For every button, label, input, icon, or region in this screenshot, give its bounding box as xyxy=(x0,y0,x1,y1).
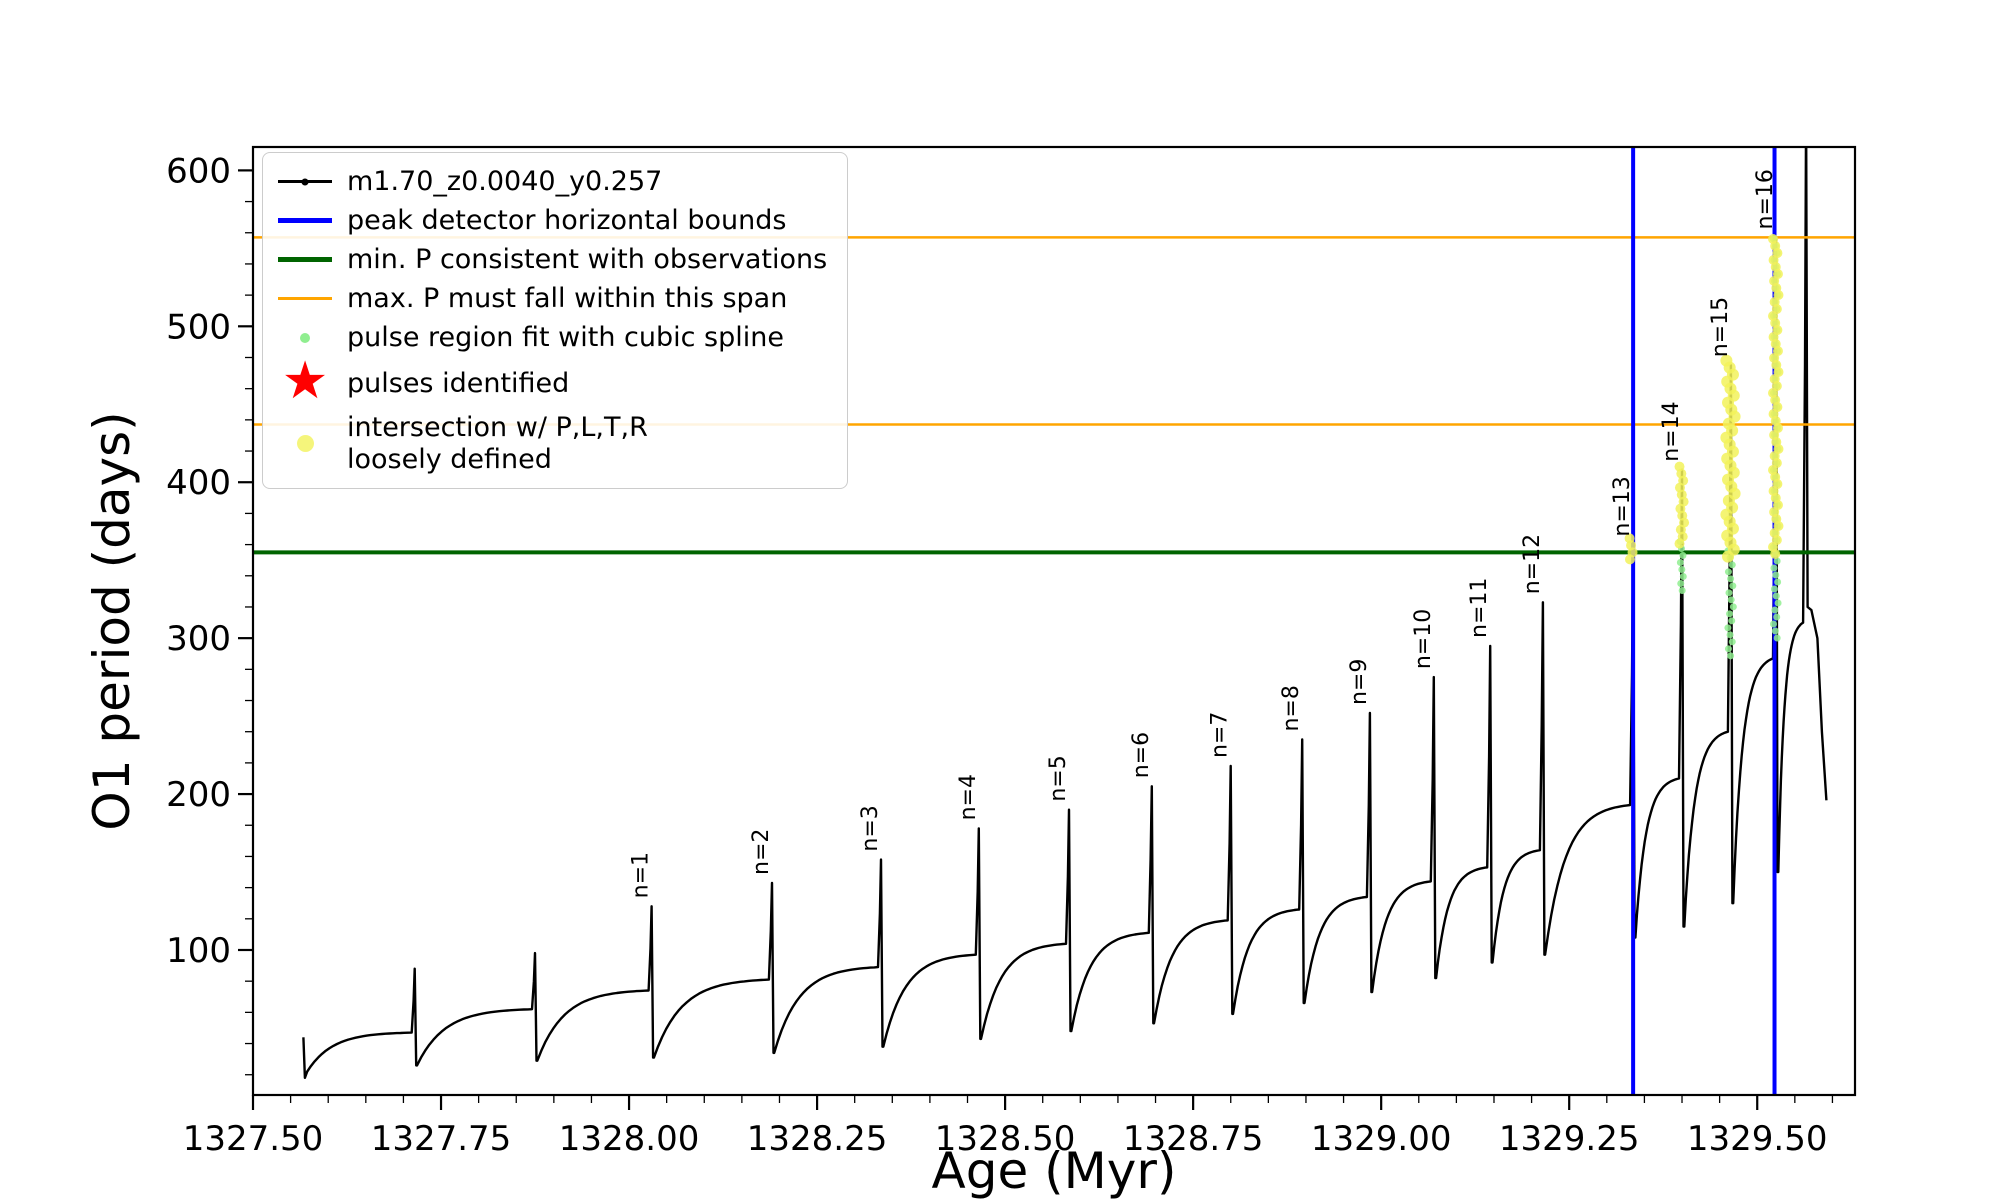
orange-line-icon xyxy=(275,297,335,300)
marker-column xyxy=(1724,547,1737,660)
pulse-label: n=14 xyxy=(1659,401,1684,461)
legend-item-spline: pulse region fit with cubic spline xyxy=(275,319,827,356)
pulse-label: n=16 xyxy=(1753,169,1778,229)
svg-text:100: 100 xyxy=(166,931,231,971)
legend-label: pulse region fit with cubic spline xyxy=(347,321,784,353)
pulse-label: n=13 xyxy=(1610,476,1635,536)
legend-item-peak-bounds: peak detector horizontal bounds xyxy=(275,202,827,239)
pulse-label: n=15 xyxy=(1708,297,1733,357)
marker-column xyxy=(1624,533,1638,565)
svg-text:1327.75: 1327.75 xyxy=(371,1119,512,1159)
axis-ticks xyxy=(238,169,1834,1110)
yellow-dot-icon xyxy=(275,435,335,453)
legend-label: min. P consistent with observations xyxy=(347,243,828,275)
legend-item-series: m1.70_z0.0040_y0.257 xyxy=(275,163,827,200)
blue-line-icon xyxy=(275,218,335,223)
svg-text:200: 200 xyxy=(166,775,231,815)
legend-label: max. P must fall within this span xyxy=(347,282,788,314)
legend-item-pulses: ★ pulses identified xyxy=(275,351,827,411)
marker-column xyxy=(1720,354,1741,563)
svg-text:300: 300 xyxy=(166,619,231,659)
pulse-label: n=1 xyxy=(629,852,654,898)
green-line-icon xyxy=(275,257,335,262)
marker-column xyxy=(1674,461,1690,549)
axes-frame xyxy=(251,145,1857,1097)
svg-text:1327.50: 1327.50 xyxy=(183,1119,324,1159)
pulse-label: n=11 xyxy=(1467,578,1492,638)
svg-text:1329.50: 1329.50 xyxy=(1687,1119,1828,1159)
svg-text:1328.25: 1328.25 xyxy=(747,1119,888,1159)
marker-column xyxy=(1768,233,1784,559)
legend-label: intersection w/ P,L,T,R loosely defined xyxy=(347,412,648,475)
svg-text:1328.50: 1328.50 xyxy=(935,1119,1076,1159)
axis-tick-labels: 1327.50 1327.75 1328.00 1328.25 1328.50 1328.… xyxy=(166,151,1827,1159)
legend-label: peak detector horizontal bounds xyxy=(347,204,787,236)
pulse-label: n=7 xyxy=(1208,712,1233,758)
svg-text:1328.75: 1328.75 xyxy=(1123,1119,1264,1159)
svg-text:600: 600 xyxy=(166,151,231,191)
series-curve xyxy=(302,147,1828,1079)
x-axis-label: Age (Myr) xyxy=(931,1142,1177,1200)
y-axis-label: O1 period (days) xyxy=(83,411,141,831)
pulse-label: n=12 xyxy=(1520,534,1545,594)
red-star-icon: ★ xyxy=(281,351,329,411)
pulse-label: n=10 xyxy=(1411,609,1436,669)
pulse-label: n=2 xyxy=(749,829,774,875)
svg-text:500: 500 xyxy=(166,307,231,347)
legend-item-intersection: intersection w/ P,L,T,R loosely defined xyxy=(275,412,827,476)
svg-text:1329.00: 1329.00 xyxy=(1311,1119,1452,1159)
green-dot-icon xyxy=(275,332,335,343)
svg-text:1329.25: 1329.25 xyxy=(1499,1119,1640,1159)
legend-item-min-p: min. P consistent with observations xyxy=(275,241,827,278)
series-line-icon xyxy=(275,178,335,185)
pulse-label: n=8 xyxy=(1279,685,1304,731)
pulse-label: n=9 xyxy=(1347,659,1372,705)
pulse-label: n=3 xyxy=(858,805,883,851)
legend-label: pulses identified xyxy=(347,368,570,400)
legend-label: m1.70_z0.0040_y0.257 xyxy=(347,165,663,197)
pulse-label: n=4 xyxy=(956,774,981,820)
legend: m1.70_z0.0040_y0.257 peak detector horiz… xyxy=(262,152,849,489)
legend-item-max-p: max. P must fall within this span xyxy=(275,280,827,317)
pulse-label: n=5 xyxy=(1046,755,1071,801)
svg-text:400: 400 xyxy=(166,463,231,503)
svg-text:1328.00: 1328.00 xyxy=(559,1119,700,1159)
pulse-label: n=6 xyxy=(1129,732,1154,778)
